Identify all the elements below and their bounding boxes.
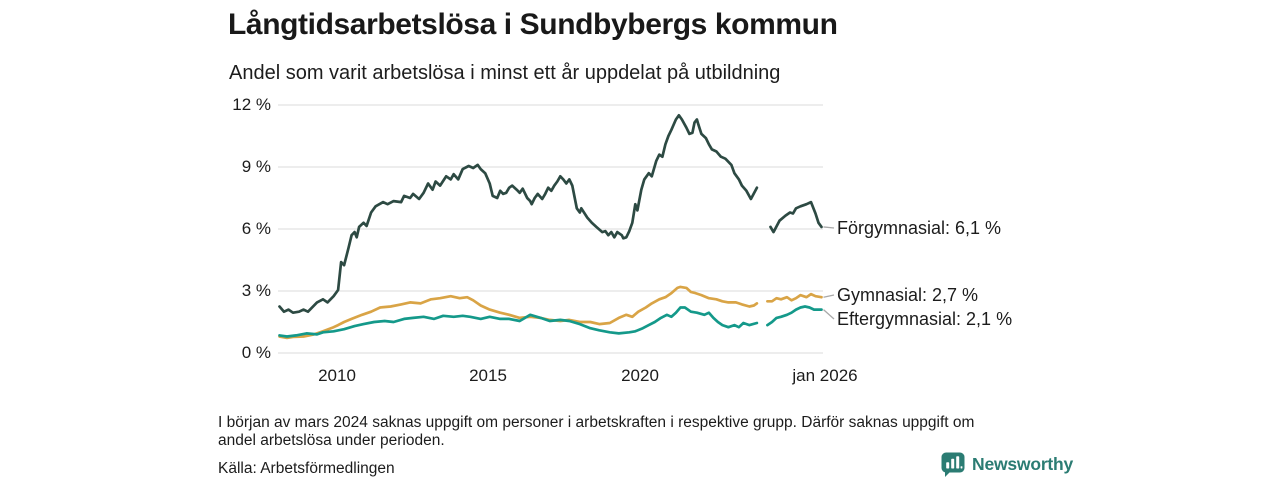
chart-title: Långtidsarbetslösa i Sundbybergs kommun (228, 8, 838, 41)
x-axis-tick-label: 2015 (469, 366, 507, 385)
x-axis-tick-label: 2010 (318, 366, 356, 385)
bar-chart-speech-bubble-icon (941, 452, 965, 477)
footnote: I början av mars 2024 saknas uppgift om … (218, 414, 974, 449)
y-axis-tick-label: 6 % (241, 219, 271, 238)
series-label-gymnasial: Gymnasial: 2,7 % (837, 285, 979, 305)
y-axis-tick-label: 12 % (232, 95, 271, 114)
newsworthy-logo[interactable]: Newsworthy (941, 452, 1073, 477)
newsworthy-logo-text: Newsworthy (972, 454, 1074, 474)
chart-subtitle: Andel som varit arbetslösa i minst ett å… (229, 62, 781, 84)
series-label-forgymnasial: Förgymnasial: 6,1 % (837, 218, 1002, 238)
x-axis-tick-label: jan 2026 (792, 366, 858, 385)
footnote-line-1: I början av mars 2024 saknas uppgift om … (218, 414, 975, 431)
y-axis-tick-label: 9 % (241, 157, 271, 176)
series-label-eftergymnasial: Eftergymnasial: 2,1 % (837, 309, 1013, 329)
x-axis-tick-label: 2020 (621, 366, 659, 385)
footnote-line-2: andel arbetslösa under perioden. (218, 431, 445, 449)
y-axis-tick-label: 3 % (241, 281, 271, 300)
y-axis-tick-label: 0 % (241, 343, 271, 362)
source-note: Källa: Arbetsförmedlingen (218, 460, 395, 477)
